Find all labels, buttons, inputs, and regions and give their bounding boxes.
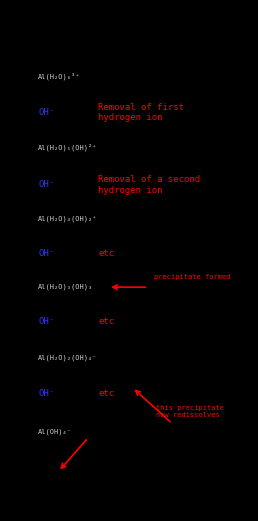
Text: etc: etc [98, 249, 114, 257]
Text: OH⁻: OH⁻ [38, 389, 54, 398]
Text: Al(OH)₄⁻: Al(OH)₄⁻ [38, 428, 72, 435]
Text: etc: etc [98, 389, 114, 398]
Text: Removal of a second
hydrogen ion: Removal of a second hydrogen ion [98, 175, 200, 194]
Text: Removal of first
hydrogen ion: Removal of first hydrogen ion [98, 103, 184, 122]
Text: OH⁻: OH⁻ [38, 108, 54, 117]
Text: OH⁻: OH⁻ [38, 317, 54, 326]
Text: Al(H₂O)₃(OH)₃: Al(H₂O)₃(OH)₃ [38, 284, 93, 290]
Text: Al(H₂O)₆³⁺: Al(H₂O)₆³⁺ [38, 73, 81, 80]
Text: this precipitate
now redissolves: this precipitate now redissolves [156, 405, 224, 418]
Text: Al(H₂O)₄(OH)₂⁺: Al(H₂O)₄(OH)₂⁺ [38, 216, 98, 222]
Text: etc: etc [98, 317, 114, 326]
Text: precipitate formed: precipitate formed [154, 274, 231, 280]
Text: Al(H₂O)₂(OH)₄⁻: Al(H₂O)₂(OH)₄⁻ [38, 354, 98, 361]
Text: OH⁻: OH⁻ [38, 249, 54, 257]
Text: Al(H₂O)₅(OH)²⁺: Al(H₂O)₅(OH)²⁺ [38, 143, 98, 151]
Text: OH⁻: OH⁻ [38, 180, 54, 189]
